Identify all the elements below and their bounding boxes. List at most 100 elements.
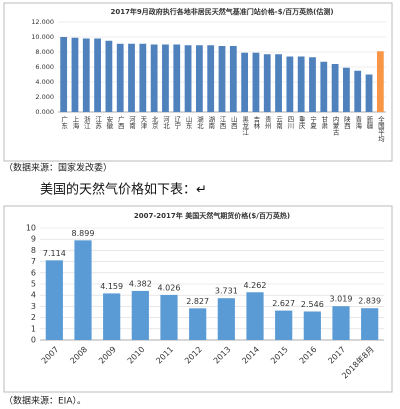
- bar: [150, 44, 158, 112]
- y-tick-label: 10.000: [31, 33, 54, 41]
- x-tick-label: 青海: [354, 115, 362, 131]
- x-tick-label: 云南: [275, 116, 283, 130]
- source-note: （数据来源：EIA）。: [4, 395, 86, 407]
- x-tick-label: 新疆: [365, 115, 373, 131]
- bar: [184, 45, 192, 112]
- y-tick-label: 2.000: [35, 93, 54, 101]
- x-tick-label: 广东: [60, 115, 68, 130]
- bar: [275, 310, 293, 340]
- x-tick-label: 河南: [128, 116, 136, 130]
- bar: [297, 56, 305, 112]
- x-tick-label: 甘肃: [320, 115, 328, 131]
- x-tick-label: 江苏: [94, 116, 102, 131]
- x-tick-label: 河北: [161, 116, 169, 131]
- x-tick-label: 贵州: [263, 115, 271, 130]
- x-tick-label: 湖南: [207, 115, 215, 130]
- y-tick-label: 8: [31, 246, 36, 255]
- y-tick-label: 4: [31, 291, 36, 300]
- x-tick-label: 吉林: [252, 116, 260, 131]
- bar: [60, 37, 68, 112]
- data-label: 8.899: [72, 229, 95, 238]
- bar: [332, 306, 350, 340]
- x-tick-label: 宁夏: [308, 115, 316, 130]
- data-label: 4.262: [244, 281, 267, 290]
- y-tick-label: 8.000: [35, 48, 54, 56]
- bar: [263, 54, 271, 112]
- bar: [241, 52, 249, 112]
- bar: [139, 43, 147, 112]
- bar: [320, 61, 328, 112]
- bar: [103, 293, 121, 340]
- x-tick-label: 湖北: [195, 115, 203, 131]
- chart-title: 2017年9月政府执行各地非居民天然气基准门站价格-$/百万英热(估测): [110, 7, 333, 16]
- y-tick-label: 0.000: [35, 108, 54, 116]
- y-tick-label: 2: [31, 313, 36, 322]
- x-tick-label: 重庆: [297, 116, 305, 131]
- bar: [303, 311, 321, 340]
- bar: [275, 54, 282, 112]
- y-tick-label: 5: [31, 280, 36, 289]
- y-tick-label: 9: [31, 235, 36, 244]
- x-tick-label: 江西: [218, 116, 226, 131]
- data-label: 4.159: [100, 282, 123, 291]
- bar: [74, 240, 92, 340]
- y-tick-label: 12.000: [31, 18, 54, 26]
- bar: [252, 52, 260, 112]
- bar: [354, 70, 362, 112]
- y-tick-label: 6.000: [35, 63, 54, 71]
- bar: [94, 38, 101, 112]
- data-label: 2.839: [358, 297, 381, 306]
- bar: [207, 45, 215, 112]
- bar: [246, 292, 264, 340]
- data-label: 2.627: [272, 299, 295, 308]
- bar: [131, 290, 149, 340]
- x-tick-label: 山西: [229, 115, 237, 131]
- bar: [343, 67, 350, 112]
- bar: [376, 51, 384, 112]
- bar: [128, 43, 135, 112]
- bar: [365, 74, 373, 112]
- x-tick-label: 陕西: [342, 115, 350, 131]
- data-label: 2.546: [301, 300, 324, 309]
- bar: [105, 40, 113, 112]
- x-tick-label: 天津: [139, 116, 147, 131]
- x-tick-label: 广西: [116, 115, 124, 131]
- data-label: 4.026: [158, 283, 181, 292]
- y-tick-label: 6: [31, 268, 36, 277]
- bar: [331, 64, 339, 112]
- y-tick-label: 3: [31, 302, 36, 311]
- y-tick-label: 4.000: [35, 78, 54, 86]
- bar: [189, 308, 207, 340]
- x-tick-label: 上海: [71, 115, 79, 131]
- chart-frame: [3, 205, 393, 393]
- x-tick-label: 四川: [286, 116, 294, 130]
- bar: [286, 56, 294, 112]
- data-label: 3.731: [215, 287, 238, 296]
- bar: [195, 45, 203, 112]
- x-tick-label: 辽宁: [173, 116, 181, 130]
- intro-text: 美国的天然气价格如下表：↵: [40, 182, 207, 198]
- bar: [309, 57, 316, 112]
- bar: [71, 37, 79, 112]
- bar: [82, 38, 90, 112]
- y-tick-label: 1: [31, 324, 36, 333]
- bar: [162, 44, 169, 112]
- bar: [217, 298, 235, 340]
- bar: [218, 46, 226, 112]
- data-label: 2.827: [186, 297, 209, 306]
- y-tick-label: 10: [26, 224, 36, 233]
- data-label: 4.382: [129, 279, 152, 288]
- bar: [160, 294, 178, 340]
- data-label: 7.114: [43, 249, 66, 258]
- x-tick-label: 浙江: [82, 115, 90, 130]
- x-tick-label: 黑龙江: [241, 116, 249, 136]
- x-tick-label: 内蒙古: [331, 115, 339, 137]
- x-tick-label: 安徽: [105, 115, 113, 131]
- y-tick-label: 0: [31, 336, 36, 345]
- y-tick-label: 7: [31, 257, 36, 266]
- bar: [361, 308, 379, 340]
- x-tick-label: 北京: [150, 116, 158, 131]
- bar: [173, 44, 181, 112]
- bar: [116, 43, 124, 112]
